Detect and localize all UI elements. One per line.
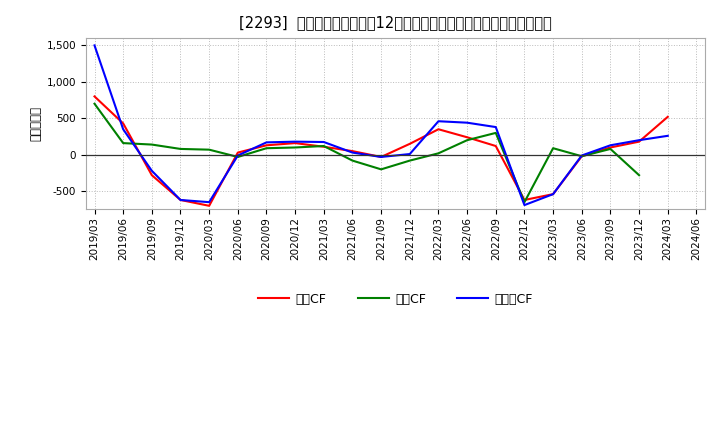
投資CF xyxy=(405,158,414,163)
フリーCF xyxy=(520,202,528,208)
投資CF xyxy=(520,199,528,205)
投資CF xyxy=(204,147,213,152)
営業CF xyxy=(663,114,672,120)
投資CF xyxy=(348,158,357,163)
投資CF xyxy=(119,140,127,146)
営業CF xyxy=(492,143,500,149)
投資CF xyxy=(463,138,472,143)
投資CF xyxy=(176,146,185,151)
フリーCF xyxy=(606,143,615,148)
営業CF xyxy=(377,154,385,160)
営業CF xyxy=(204,203,213,209)
Line: 投資CF: 投資CF xyxy=(94,104,639,202)
投資CF xyxy=(577,154,586,159)
投資CF xyxy=(90,101,99,106)
投資CF xyxy=(606,146,615,151)
フリーCF xyxy=(320,139,328,145)
フリーCF xyxy=(663,133,672,139)
営業CF xyxy=(262,143,271,148)
営業CF xyxy=(405,141,414,147)
営業CF xyxy=(119,121,127,126)
フリーCF xyxy=(176,197,185,202)
営業CF xyxy=(233,150,242,155)
営業CF xyxy=(549,191,557,197)
投資CF xyxy=(635,172,644,178)
営業CF xyxy=(635,139,644,144)
フリーCF xyxy=(119,127,127,132)
フリーCF xyxy=(492,125,500,130)
投資CF xyxy=(434,150,443,156)
営業CF xyxy=(463,135,472,140)
フリーCF xyxy=(434,119,443,124)
投資CF xyxy=(320,143,328,149)
Line: フリーCF: フリーCF xyxy=(94,45,667,205)
フリーCF xyxy=(577,153,586,158)
投資CF xyxy=(233,154,242,160)
Legend: 営業CF, 投資CF, フリーCF: 営業CF, 投資CF, フリーCF xyxy=(253,288,538,311)
投資CF xyxy=(549,146,557,151)
投資CF xyxy=(291,145,300,150)
フリーCF xyxy=(204,199,213,205)
営業CF xyxy=(90,94,99,99)
投資CF xyxy=(492,130,500,136)
営業CF xyxy=(434,127,443,132)
営業CF xyxy=(606,145,615,150)
営業CF xyxy=(348,148,357,154)
投資CF xyxy=(148,142,156,147)
営業CF xyxy=(291,140,300,146)
投資CF xyxy=(262,146,271,151)
Title: [2293]  キャッシュフローの12か月移動合計の対前年同期増減額の推移: [2293] キャッシュフローの12か月移動合計の対前年同期増減額の推移 xyxy=(239,15,552,30)
フリーCF xyxy=(291,139,300,144)
投資CF xyxy=(377,167,385,172)
営業CF xyxy=(176,197,185,202)
フリーCF xyxy=(377,154,385,160)
フリーCF xyxy=(463,120,472,125)
Line: 営業CF: 営業CF xyxy=(94,96,667,206)
フリーCF xyxy=(148,168,156,173)
Y-axis label: （百万円）: （百万円） xyxy=(30,106,42,141)
フリーCF xyxy=(90,43,99,48)
フリーCF xyxy=(233,153,242,158)
フリーCF xyxy=(635,138,644,143)
フリーCF xyxy=(262,140,271,145)
営業CF xyxy=(520,197,528,202)
営業CF xyxy=(577,154,586,159)
フリーCF xyxy=(549,191,557,197)
営業CF xyxy=(148,172,156,178)
フリーCF xyxy=(348,150,357,155)
フリーCF xyxy=(405,151,414,157)
営業CF xyxy=(320,144,328,150)
